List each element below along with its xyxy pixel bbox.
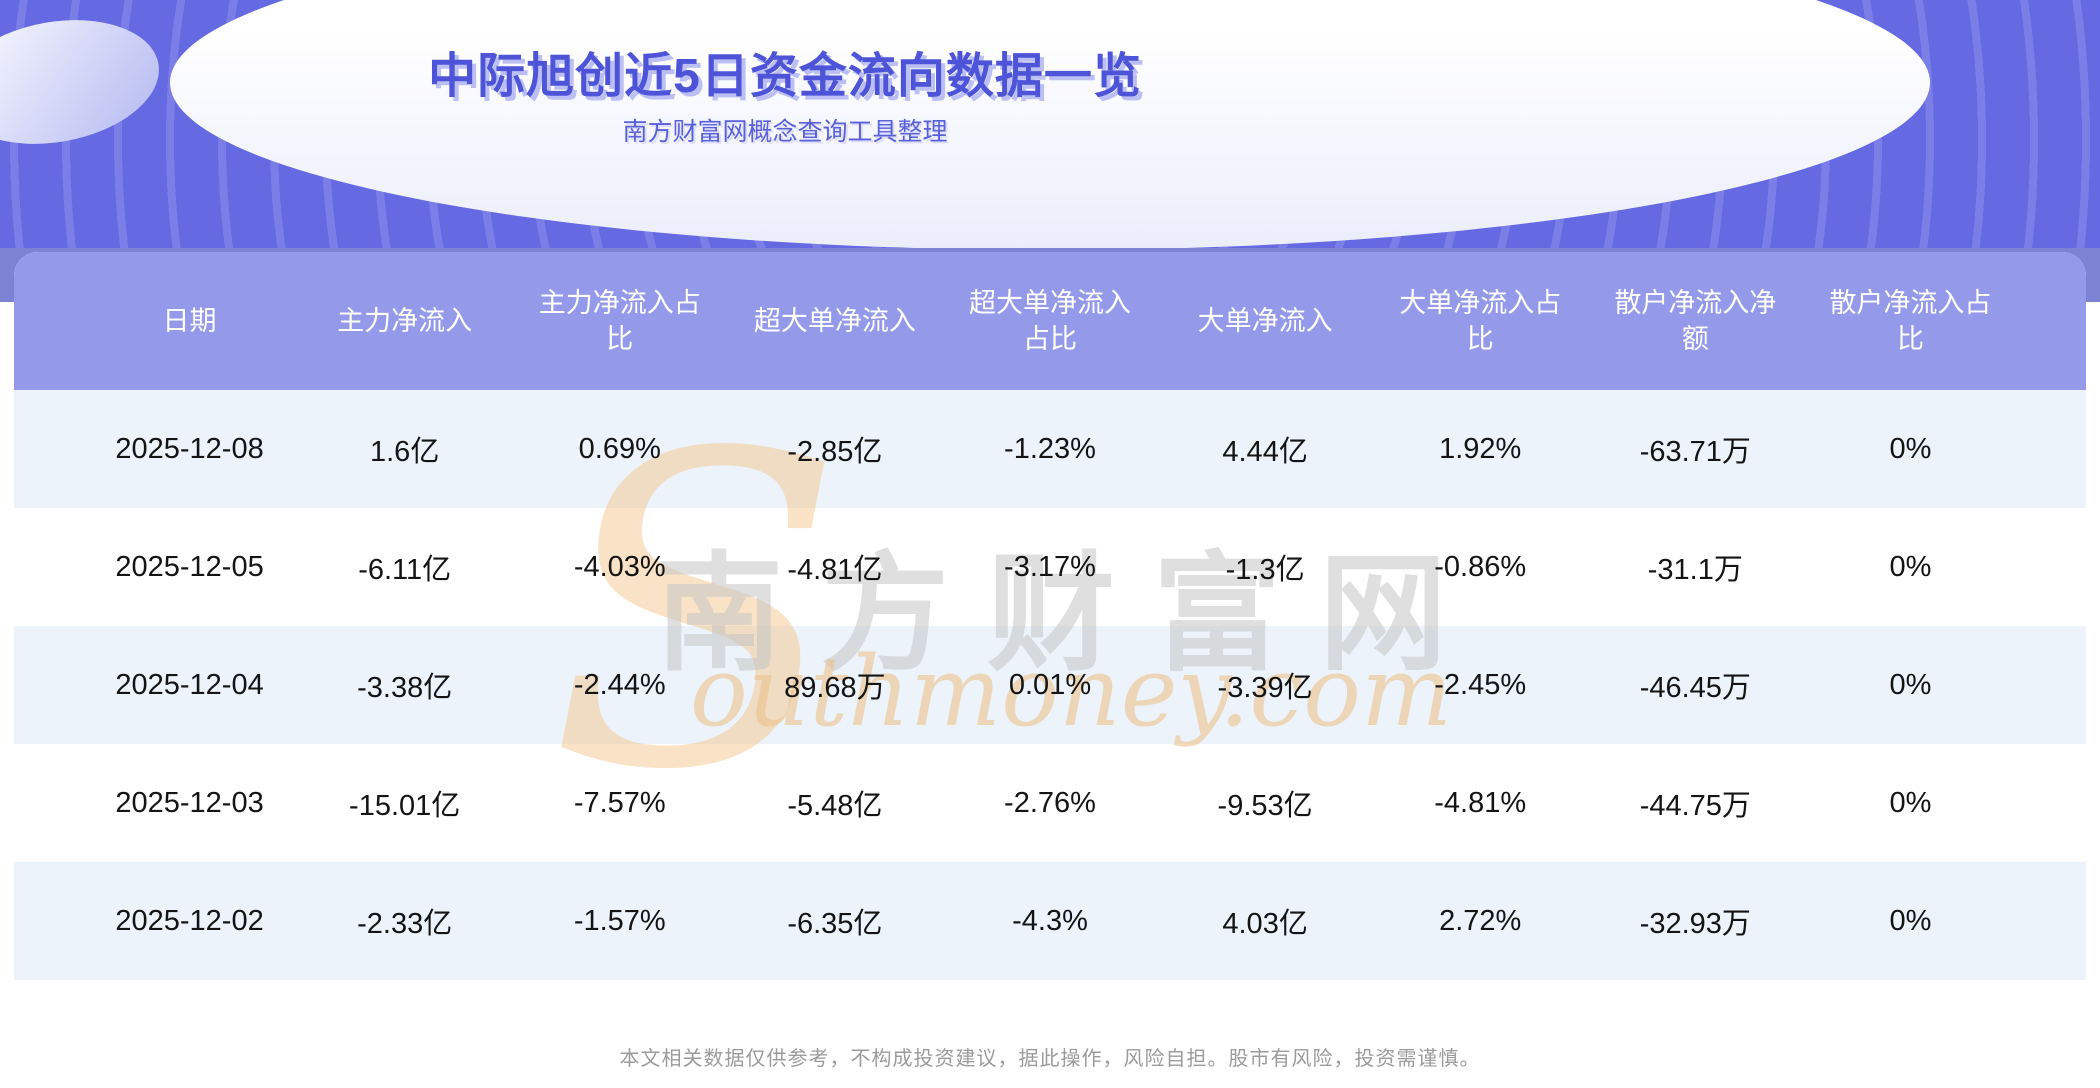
table-row: 2025-12-08 1.6亿 0.69% -2.85亿 -1.23% 4.44亿 1.92… xyxy=(14,390,2086,508)
table-row: 2025-12-02 -2.33亿 -1.57% -6.35亿 -4.3% 4.03亿 2.… xyxy=(14,862,2086,980)
table-cell: -0.86% xyxy=(1434,550,1527,583)
column-header: 超大单净流入占比 xyxy=(968,288,1131,354)
table-section: 日期 主力净流入 主力净流入占比 超大单净流入 超大单净流入占比 大单净流入 大单净流入占比… xyxy=(0,248,2100,1008)
table-cell: -32.93万 xyxy=(1639,908,1751,940)
table-row: 2025-12-04 -3.38亿 -2.44% 89.68万 0.01% -3.39亿 -… xyxy=(14,626,2086,744)
column-header: 日期 xyxy=(162,306,217,336)
table-cell: 2025-12-05 xyxy=(115,550,264,583)
table-cell: -3.38亿 xyxy=(357,672,453,704)
table-cell: 0.01% xyxy=(1008,668,1092,701)
column-header: 大单净流入占比 xyxy=(1399,288,1562,354)
disclaimer-text: 本文相关数据仅供参考，不构成投资建议，据此操作，风险自担。股市有风险，投资需谨慎… xyxy=(619,1048,1481,1070)
table-body: 2025-12-08 1.6亿 0.69% -2.85亿 -1.23% 4.44亿 1.92… xyxy=(14,390,2086,980)
table-cell: -15.01亿 xyxy=(349,790,461,822)
column-header: 大单净流入 xyxy=(1197,306,1333,336)
table-cell: -9.53亿 xyxy=(1217,790,1313,822)
table-cell: 2025-12-04 xyxy=(115,668,264,701)
table-header-row: 日期 主力净流入 主力净流入占比 超大单净流入 超大单净流入占比 大单净流入 大单净流入占比… xyxy=(14,252,2086,390)
table-cell: -4.03% xyxy=(573,550,666,583)
table-cell: 0% xyxy=(1889,432,1932,465)
table-cell: 2025-12-02 xyxy=(115,904,264,937)
column-header: 散户净流入占比 xyxy=(1829,288,1992,354)
table-cell: 0% xyxy=(1889,668,1932,701)
table-cell: -4.81% xyxy=(1434,786,1527,819)
table-cell: -6.35亿 xyxy=(787,908,883,940)
table-cell: -4.3% xyxy=(1012,904,1088,937)
table-cell: -1.57% xyxy=(573,904,666,937)
hero-center-shape xyxy=(170,0,1930,248)
table-cell: 2.72% xyxy=(1439,904,1522,937)
column-header: 超大单净流入 xyxy=(753,306,916,336)
table-cell: -2.33亿 xyxy=(357,908,453,940)
page-subtitle: 南方财富网概念查询工具整理 xyxy=(622,118,948,146)
table-cell: -1.3亿 xyxy=(1225,554,1305,586)
table-cell: -31.1万 xyxy=(1647,554,1743,586)
table-cell: 2025-12-08 xyxy=(115,432,264,465)
table-bottom-padding xyxy=(14,980,2086,1008)
column-header: 散户净流入净额 xyxy=(1614,288,1777,354)
table-cell: 0% xyxy=(1889,550,1932,583)
table-cell: -1.23% xyxy=(1004,432,1096,465)
page-title: 中际旭创近5日资金流向数据一览 xyxy=(428,50,1142,103)
table-cell: 4.44亿 xyxy=(1222,436,1308,468)
table-cell: 0.69% xyxy=(578,432,661,465)
table-cell: -63.71万 xyxy=(1639,436,1751,468)
table-cell: 1.6亿 xyxy=(370,436,440,468)
table-cell: -2.85亿 xyxy=(787,436,883,468)
table-cell: -2.45% xyxy=(1434,668,1527,701)
data-table-card: 日期 主力净流入 主力净流入占比 超大单净流入 超大单净流入占比 大单净流入 大单净流入占比… xyxy=(14,252,2086,1008)
table-cell: -4.81亿 xyxy=(787,554,883,586)
table-cell: 0% xyxy=(1889,904,1932,937)
table-cell: 2025-12-03 xyxy=(115,786,264,819)
table-cell: -2.44% xyxy=(573,668,666,701)
table-cell: 89.68万 xyxy=(784,672,886,704)
table-cell: -3.17% xyxy=(1004,550,1096,583)
table-cell: -7.57% xyxy=(573,786,666,819)
table-cell: 0% xyxy=(1889,786,1932,819)
table-row: 2025-12-03 -15.01亿 -7.57% -5.48亿 -2.76% -9.53… xyxy=(14,744,2086,862)
table-row: 2025-12-05 -6.11亿 -4.03% -4.81亿 -3.17% -1.3亿 -… xyxy=(14,508,2086,626)
table-cell: -46.45万 xyxy=(1639,672,1751,704)
column-header: 主力净流入占比 xyxy=(538,288,701,354)
table-cell: -5.48亿 xyxy=(787,790,883,822)
table-cell: -44.75万 xyxy=(1639,790,1751,822)
column-header: 主力净流入 xyxy=(337,306,473,336)
table-cell: 4.03亿 xyxy=(1222,908,1308,940)
table-cell: -3.39亿 xyxy=(1217,672,1313,704)
hero-banner: 中际旭创近5日资金流向数据一览 南方财富网概念查询工具整理 xyxy=(0,0,2100,248)
table-cell: 1.92% xyxy=(1439,432,1522,465)
table-cell: -6.11亿 xyxy=(358,554,452,586)
table-cell: -2.76% xyxy=(1004,786,1096,819)
